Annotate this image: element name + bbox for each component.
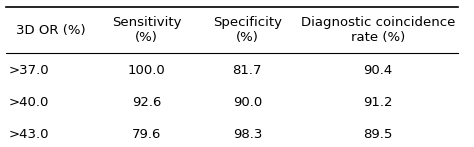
- Text: 81.7: 81.7: [233, 64, 262, 77]
- Text: Sensitivity
(%): Sensitivity (%): [112, 16, 182, 44]
- Text: 90.0: 90.0: [233, 96, 262, 109]
- Text: 90.4: 90.4: [364, 64, 392, 77]
- Text: Diagnostic coincidence
rate (%): Diagnostic coincidence rate (%): [301, 16, 455, 44]
- Text: 91.2: 91.2: [363, 96, 393, 109]
- Text: Specificity
(%): Specificity (%): [213, 16, 282, 44]
- Text: 100.0: 100.0: [128, 64, 165, 77]
- Text: >37.0: >37.0: [9, 64, 49, 77]
- Text: >43.0: >43.0: [9, 128, 49, 141]
- Text: 3D OR (%): 3D OR (%): [17, 24, 86, 37]
- Text: 89.5: 89.5: [364, 128, 393, 141]
- Text: 98.3: 98.3: [233, 128, 262, 141]
- Text: 79.6: 79.6: [132, 128, 162, 141]
- Text: >40.0: >40.0: [9, 96, 49, 109]
- Text: 92.6: 92.6: [132, 96, 162, 109]
